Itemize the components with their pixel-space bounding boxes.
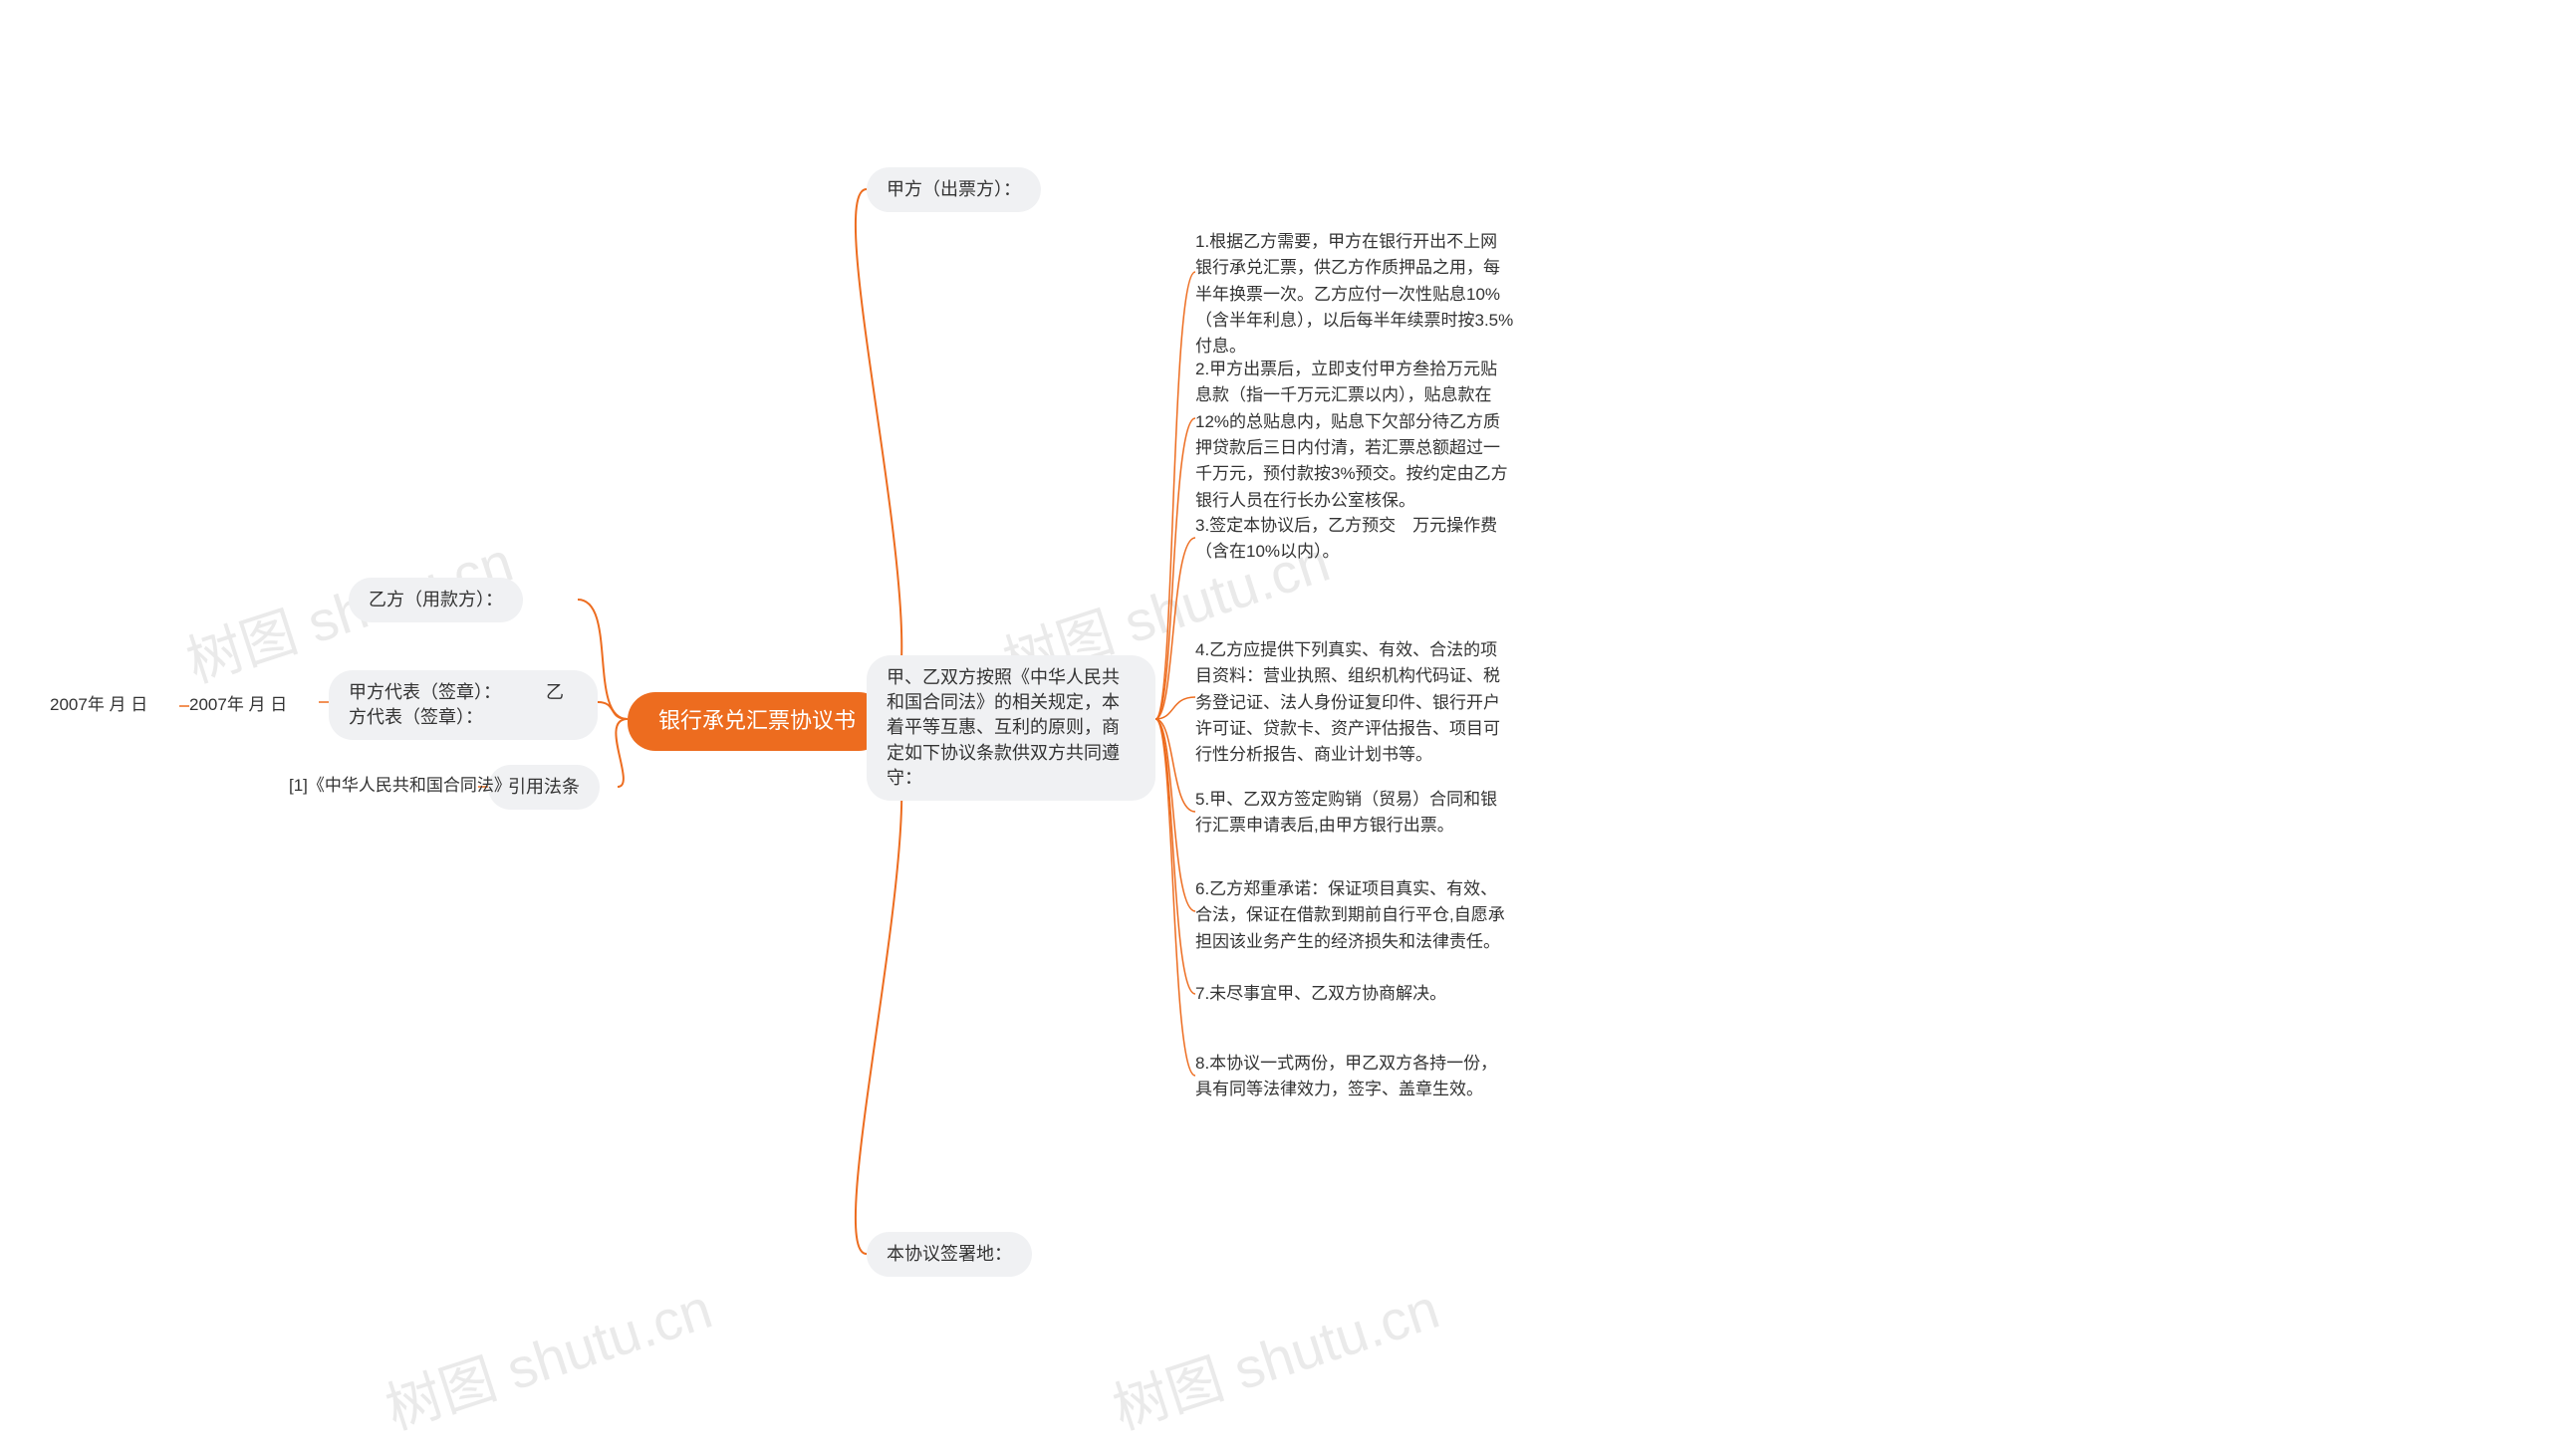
watermark: 树图 shutu.cn (1102, 1265, 1448, 1446)
term-8: 8.本协议一式两份，甲乙双方各持一份，具有同等法律效力，签字、盖章生效。 (1195, 1051, 1514, 1103)
left-node-1[interactable]: 乙方（用款方）： (349, 578, 523, 622)
term-2: 2.甲方出票后，立即支付甲方叁拾万元贴息款（指一千万元汇票以内），贴息款在12%… (1195, 357, 1514, 514)
center-node[interactable]: 银行承兑汇票协议书 (628, 692, 887, 751)
watermark: 树图 shutu.cn (375, 1265, 721, 1446)
left-node-2[interactable]: 甲方代表（签章）： 乙方代表（签章）： (329, 670, 598, 740)
right-node-3[interactable]: 本协议签署地： (867, 1232, 1032, 1277)
right-node-1[interactable]: 甲方（出票方）： (867, 167, 1041, 212)
right-node-2[interactable]: 甲、乙双方按照《中华人民共和国合同法》的相关规定，本着平等互惠、互利的原则，商定… (867, 655, 1155, 801)
term-6: 6.乙方郑重承诺：保证项目真实、有效、合法，保证在借款到期前自行平仓,自愿承担因… (1195, 876, 1514, 955)
term-1: 1.根据乙方需要，甲方在银行开出不上网银行承兑汇票，供乙方作质押品之用，每半年换… (1195, 229, 1514, 361)
term-7: 7.未尽事宜甲、乙双方协商解决。 (1195, 981, 1514, 1007)
term-4: 4.乙方应提供下列真实、有效、合法的项目资料：营业执照、组织机构代码证、税务登记… (1195, 637, 1514, 769)
term-5: 5.甲、乙双方签定购销（贸易）合同和银行汇票申请表后,由甲方银行出票。 (1195, 787, 1514, 840)
left-ref: [1]《中华人民共和国合同法》 (289, 773, 511, 799)
term-3: 3.签定本协议后，乙方预交 万元操作费（含在10%以内）。 (1195, 513, 1514, 566)
left-date-1: 2007年 月 日 (189, 692, 287, 718)
left-date-2: 2007年 月 日 (50, 692, 147, 718)
